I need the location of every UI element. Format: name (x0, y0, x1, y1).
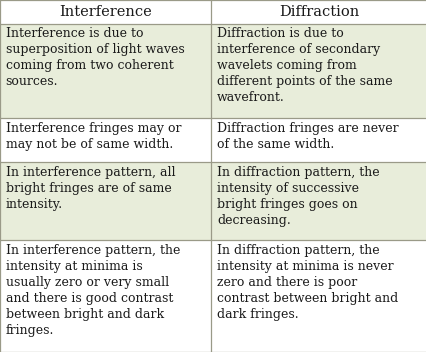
Text: Interference fringes may or
may not be of same width.: Interference fringes may or may not be o… (6, 122, 181, 151)
Text: In interference pattern, the
intensity at minima is
usually zero or very small
a: In interference pattern, the intensity a… (6, 244, 179, 337)
Bar (211, 240, 426, 352)
Text: Interference is due to
superposition of light waves
coming from two coherent
sou: Interference is due to superposition of … (6, 27, 184, 88)
Bar (0, 119, 211, 163)
Text: Diffraction: Diffraction (279, 5, 358, 19)
Text: Interference: Interference (59, 5, 152, 19)
Bar (0, 24, 211, 119)
Text: In diffraction pattern, the
intensity of successive
bright fringes goes on
decre: In diffraction pattern, the intensity of… (216, 166, 379, 227)
Bar (211, 119, 426, 163)
Text: Diffraction is due to
interference of secondary
wavelets coming from
different p: Diffraction is due to interference of se… (216, 27, 391, 104)
Bar (211, 163, 426, 240)
Text: Diffraction fringes are never
of the same width.: Diffraction fringes are never of the sam… (216, 122, 397, 151)
Bar (0, 163, 211, 240)
Text: In diffraction pattern, the
intensity at minima is never
zero and there is poor
: In diffraction pattern, the intensity at… (216, 244, 397, 321)
Bar (0, 240, 211, 352)
Bar (0, 0, 211, 24)
Bar (211, 24, 426, 119)
Bar (211, 0, 426, 24)
Text: In interference pattern, all
bright fringes are of same
intensity.: In interference pattern, all bright frin… (6, 166, 175, 211)
